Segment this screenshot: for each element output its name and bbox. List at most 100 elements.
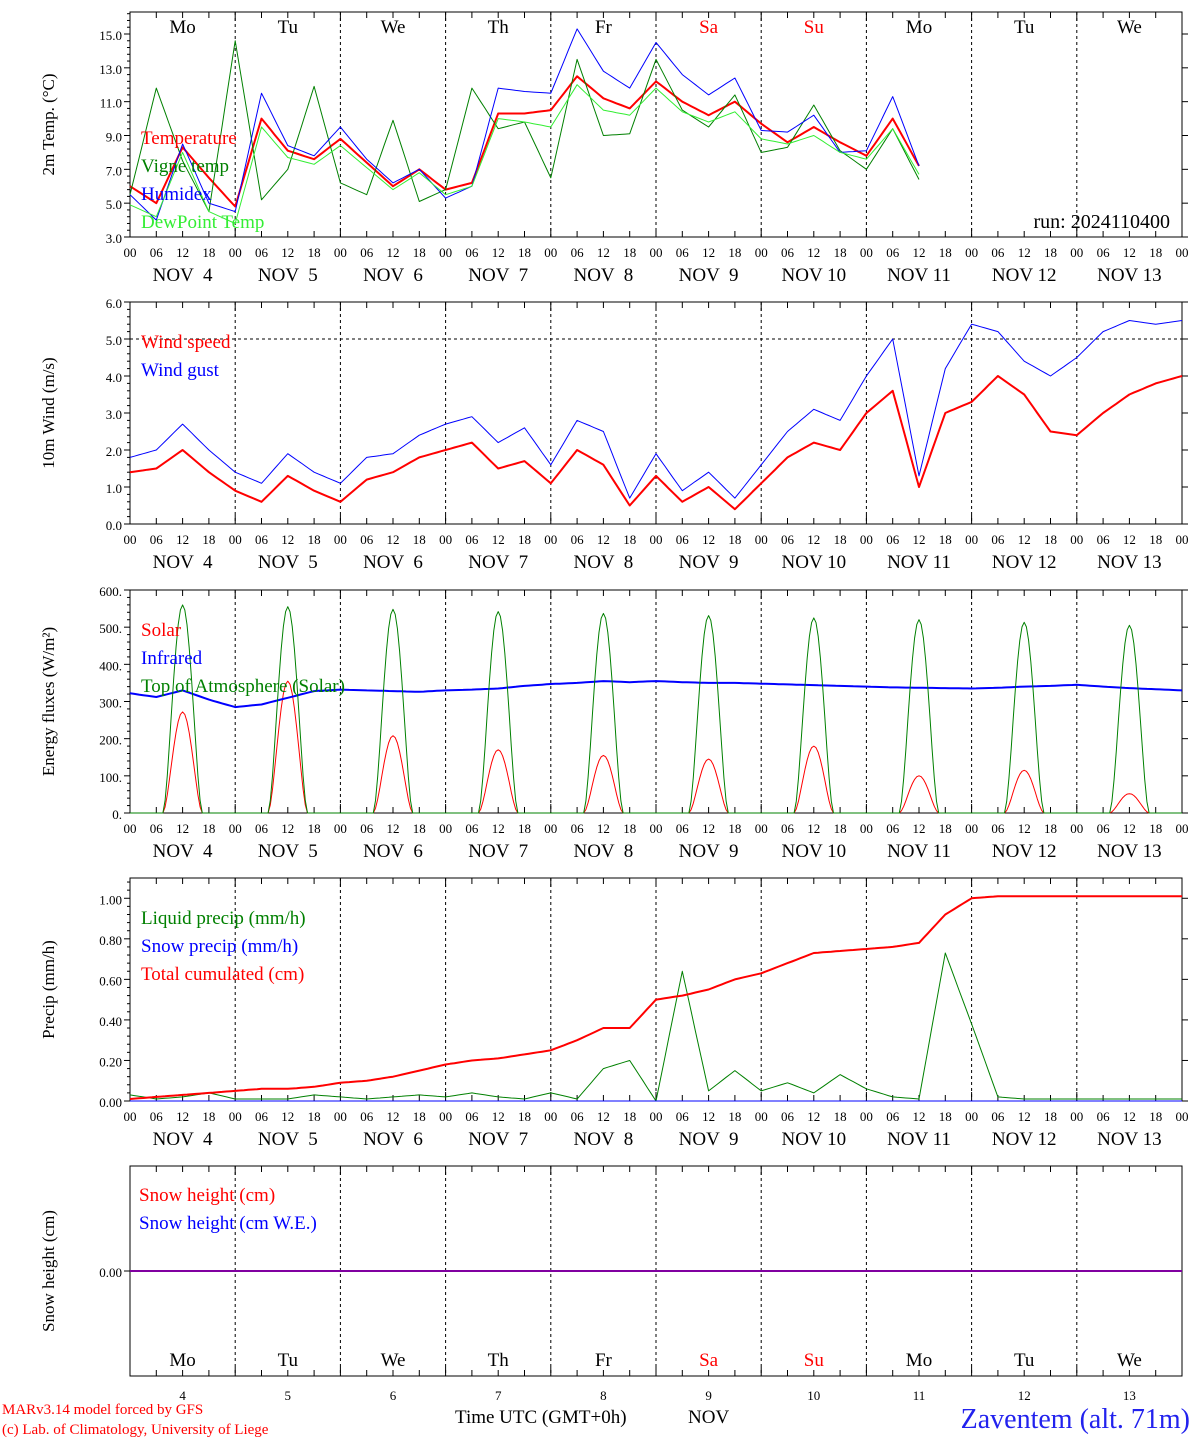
day-number: 9	[705, 1388, 712, 1403]
day-name: We	[1117, 1350, 1142, 1371]
hour-tick-label: 18	[1149, 245, 1162, 260]
hour-tick-label: 18	[623, 532, 636, 547]
day-name: We	[381, 1350, 406, 1371]
y-tick-label: 0.00	[99, 1095, 122, 1110]
legend-entry: Top of Atmosphere (Solar)	[141, 676, 345, 697]
hour-tick-label: 18	[1044, 1109, 1057, 1124]
hour-tick-label: 06	[571, 821, 585, 836]
hour-tick-label: 18	[518, 532, 531, 547]
hour-tick-label: 00	[229, 245, 242, 260]
hour-tick-label: 06	[571, 1109, 585, 1124]
hour-tick-label: 06	[150, 245, 164, 260]
hour-tick-label: 06	[886, 532, 900, 547]
y-axis-title: 10m Wind (m/s)	[39, 357, 58, 468]
legend-entry: Vigne temp	[141, 156, 229, 177]
legend-entry: Snow precip (mm/h)	[141, 936, 298, 957]
hour-tick-label: 12	[913, 821, 926, 836]
hour-tick-label: 12	[597, 1109, 610, 1124]
panel-3: 0. 100. 200. 300. 400. 500. 600. Energy fluxes …	[39, 584, 1189, 862]
hour-tick-label: 18	[202, 1109, 215, 1124]
date-label: NOV 10	[782, 552, 847, 573]
hour-tick-label: 12	[176, 245, 189, 260]
hour-tick-label: 06	[886, 245, 900, 260]
hour-tick-label: 00	[439, 821, 452, 836]
date-label: NOV 11	[887, 265, 951, 286]
hour-tick-label: 12	[1123, 1109, 1136, 1124]
hour-tick-label: 18	[308, 245, 321, 260]
hour-tick-label: 06	[676, 821, 690, 836]
hour-tick-label: 18	[1149, 532, 1162, 547]
hour-tick-label: 00	[965, 1109, 978, 1124]
y-tick-label: 9.0	[106, 129, 122, 144]
legend-entry: Total cumulated (cm)	[141, 964, 304, 985]
hour-tick-label: 12	[1123, 245, 1136, 260]
hour-tick-label: 00	[544, 1109, 557, 1124]
date-label: NOV 8	[573, 1129, 633, 1150]
hour-tick-label: 06	[255, 245, 269, 260]
hour-tick-label: 00	[650, 245, 663, 260]
hour-tick-label: 00	[334, 1109, 347, 1124]
day-number: 13	[1123, 1388, 1136, 1403]
day-name: Su	[804, 1350, 825, 1371]
hour-tick-label: 00	[544, 532, 557, 547]
hour-tick-label: 12	[387, 1109, 400, 1124]
hour-tick-label: 06	[991, 821, 1005, 836]
date-label: NOV 11	[887, 1129, 951, 1150]
hour-tick-label: 06	[676, 532, 690, 547]
hour-tick-label: 00	[544, 245, 557, 260]
hour-tick-label: 18	[834, 245, 847, 260]
date-label: NOV 6	[363, 841, 423, 862]
hour-tick-label: 00	[755, 532, 768, 547]
hour-tick-label: 18	[728, 1109, 741, 1124]
date-label: NOV 10	[782, 265, 847, 286]
hour-tick-label: 12	[1018, 532, 1031, 547]
hour-tick-label: 18	[413, 821, 426, 836]
legend-entry: Humidex	[141, 184, 212, 205]
hour-tick-label: 00	[1070, 821, 1083, 836]
y-tick-label: 0.20	[99, 1054, 122, 1069]
y-tick-label: 300.	[99, 696, 122, 711]
date-label: NOV 9	[679, 841, 739, 862]
hour-tick-label: 12	[492, 245, 505, 260]
date-label: NOV 10	[782, 1129, 847, 1150]
hour-tick-label: 18	[308, 532, 321, 547]
hour-tick-label: 06	[991, 245, 1005, 260]
plot-frame	[129, 11, 1183, 238]
hour-tick-label: 12	[1018, 821, 1031, 836]
hour-tick-label: 12	[1123, 821, 1136, 836]
hour-tick-label: 12	[597, 245, 610, 260]
hour-tick-label: 12	[913, 1109, 926, 1124]
y-tick-label: 6.0	[106, 296, 122, 311]
hour-tick-label: 06	[1097, 532, 1111, 547]
hour-tick-label: 18	[518, 821, 531, 836]
hour-tick-label: 06	[676, 1109, 690, 1124]
hour-tick-label: 12	[492, 1109, 505, 1124]
panel-1: 3.0 5.0 7.0 9.0 11.0 13.0 15.0 2m Temp. (°C) Tem…	[39, 11, 1189, 286]
hour-tick-label: 00	[544, 821, 557, 836]
series-line	[129, 375, 1183, 511]
day-name: Tu	[1014, 17, 1035, 38]
hour-tick-label: 12	[702, 532, 715, 547]
y-tick-label: 4.0	[106, 370, 122, 385]
date-label: NOV 11	[887, 552, 951, 573]
series-line	[129, 84, 920, 224]
day-number: 12	[1018, 1388, 1031, 1403]
hour-tick-label: 18	[1044, 821, 1057, 836]
hour-tick-label: 00	[965, 532, 978, 547]
hour-tick-label: 18	[202, 821, 215, 836]
y-tick-label: 100.	[99, 770, 122, 785]
day-name: Tu	[1014, 1350, 1035, 1371]
hour-tick-label: 06	[886, 821, 900, 836]
day-number: 5	[285, 1388, 292, 1403]
y-tick-label: 5.0	[106, 197, 122, 212]
date-label: NOV 9	[679, 552, 739, 573]
day-name: Th	[488, 17, 510, 38]
series-line	[129, 28, 920, 221]
hour-tick-label: 00	[650, 1109, 663, 1124]
date-label: NOV 8	[573, 265, 633, 286]
hour-tick-label: 06	[781, 821, 795, 836]
y-tick-label: 11.0	[100, 96, 122, 111]
hour-tick-label: 18	[518, 1109, 531, 1124]
hour-tick-label: 00	[229, 1109, 242, 1124]
y-tick-label: 500.	[99, 621, 122, 636]
